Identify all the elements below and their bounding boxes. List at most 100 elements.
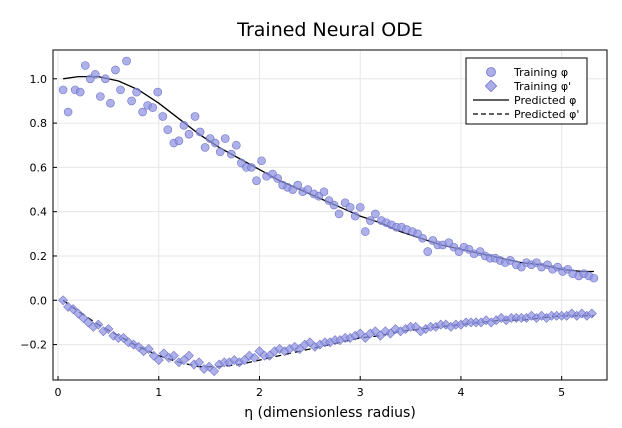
data-point-training-phi xyxy=(190,112,200,121)
data-point-training-phi xyxy=(158,112,168,121)
x-tick-label: 4 xyxy=(457,386,464,399)
data-point-training-phi xyxy=(355,202,365,212)
plot-frame xyxy=(52,49,608,381)
data-point-training-phi xyxy=(179,121,189,130)
data-point-training-dphi xyxy=(320,337,330,348)
data-point-training-dphi xyxy=(153,355,164,366)
y-tick-label: 0.2 xyxy=(30,250,48,263)
predicted-dphi-line xyxy=(62,299,594,368)
data-point-training-dphi xyxy=(461,317,471,328)
data-point-training-dphi xyxy=(511,313,522,323)
data-point-training-phi xyxy=(589,273,599,283)
legend-marker-training-phi xyxy=(486,67,496,77)
data-point-training-phi xyxy=(210,138,220,148)
data-point-training-phi xyxy=(163,125,173,135)
data-point-training-phi xyxy=(116,85,125,95)
data-point-training-phi xyxy=(184,129,194,139)
data-point-training-dphi xyxy=(471,317,482,328)
data-point-training-dphi xyxy=(556,310,567,321)
data-point-training-dphi xyxy=(103,324,114,335)
data-point-training-phi xyxy=(200,143,210,152)
data-point-training-phi xyxy=(365,216,375,225)
data-point-training-dphi xyxy=(330,335,340,346)
data-point-training-phi xyxy=(303,185,313,194)
y-tick-label: 0.6 xyxy=(30,161,48,174)
data-point-training-phi xyxy=(252,176,261,185)
data-point-training-phi xyxy=(122,56,131,66)
legend-box xyxy=(465,57,588,125)
data-point-training-phi xyxy=(319,187,329,197)
data-point-training-phi xyxy=(58,85,68,95)
data-point-training-phi xyxy=(423,247,433,256)
data-point-training-phi xyxy=(63,107,73,117)
data-point-training-phi xyxy=(215,147,225,157)
data-point-training-phi xyxy=(329,200,339,210)
data-point-training-phi xyxy=(174,136,184,146)
legend: Training φ Training φ' Predicted φ Predi… xyxy=(465,57,588,125)
data-point-training-phi xyxy=(220,134,230,143)
data-point-training-dphi xyxy=(516,313,527,323)
data-point-training-phi xyxy=(96,92,105,101)
y-axis: −0.2 0.0 0.2 0.4 0.6 0.8 1.0 xyxy=(20,73,57,352)
data-point-training-phi xyxy=(273,174,282,183)
data-point-training-phi xyxy=(195,127,205,137)
data-point-training-dphi xyxy=(425,321,436,332)
x-tick-label: 2 xyxy=(256,386,263,399)
data-point-training-phi xyxy=(226,149,236,159)
y-tick-label: 0.8 xyxy=(30,117,48,130)
data-point-training-dphi xyxy=(405,321,416,332)
x-tick-label: 1 xyxy=(155,386,162,399)
data-point-training-dphi xyxy=(209,366,220,377)
plot-area xyxy=(58,56,599,377)
data-point-training-phi xyxy=(257,156,266,166)
data-point-training-phi xyxy=(232,140,241,150)
data-point-training-phi xyxy=(91,70,100,79)
data-point-training-phi xyxy=(334,209,344,219)
data-point-training-dphi xyxy=(249,352,260,363)
data-point-training-dphi xyxy=(168,350,179,361)
chart-title: Trained Neural ODE xyxy=(236,19,423,41)
y-tick-label: 1.0 xyxy=(30,73,48,86)
x-tick-label: 5 xyxy=(558,386,565,399)
data-point-training-phi xyxy=(350,211,360,221)
legend-label-training-phi: Training φ xyxy=(513,66,568,79)
data-point-training-dphi xyxy=(506,313,517,323)
data-point-training-phi xyxy=(293,180,303,190)
legend-label-predicted-dphi: Predicted φ' xyxy=(514,108,579,121)
data-point-training-dphi xyxy=(113,332,124,343)
data-point-training-phi xyxy=(153,87,163,97)
x-tick-label: 0 xyxy=(55,386,62,399)
data-point-training-phi xyxy=(148,103,158,112)
data-point-training-phi xyxy=(138,107,147,117)
legend-label-training-dphi: Training φ' xyxy=(513,80,571,93)
data-point-training-phi xyxy=(132,87,141,97)
data-point-training-dphi xyxy=(551,310,562,321)
data-point-training-phi xyxy=(345,202,355,212)
data-point-training-dphi xyxy=(143,344,154,354)
data-point-training-phi xyxy=(371,209,380,219)
data-point-training-dphi xyxy=(219,357,230,368)
y-tick-label: 0.0 xyxy=(30,294,48,307)
data-point-training-dphi xyxy=(58,295,69,306)
data-point-training-dphi xyxy=(184,350,194,361)
data-point-training-dphi xyxy=(466,317,476,328)
data-point-training-phi xyxy=(127,96,136,106)
data-point-training-dphi xyxy=(586,308,597,319)
data-point-training-phi xyxy=(360,227,370,236)
data-point-training-phi xyxy=(247,163,256,172)
data-point-training-phi xyxy=(106,98,115,108)
x-axis-label: η (dimensionless radius) xyxy=(244,405,416,421)
data-point-training-phi xyxy=(506,256,515,265)
data-point-training-dphi xyxy=(435,319,446,330)
data-point-training-phi xyxy=(75,87,85,97)
data-point-training-dphi xyxy=(194,357,205,368)
x-axis: 0 1 2 3 4 5 xyxy=(55,376,565,399)
data-point-training-phi xyxy=(111,65,120,75)
x-tick-label: 3 xyxy=(357,386,364,399)
data-point-training-dphi xyxy=(259,350,270,361)
legend-marker-training-dphi xyxy=(484,79,498,93)
legend-label-predicted-phi: Predicted φ xyxy=(514,94,576,107)
data-point-training-phi xyxy=(101,74,110,84)
y-tick-label: −0.2 xyxy=(20,339,47,352)
